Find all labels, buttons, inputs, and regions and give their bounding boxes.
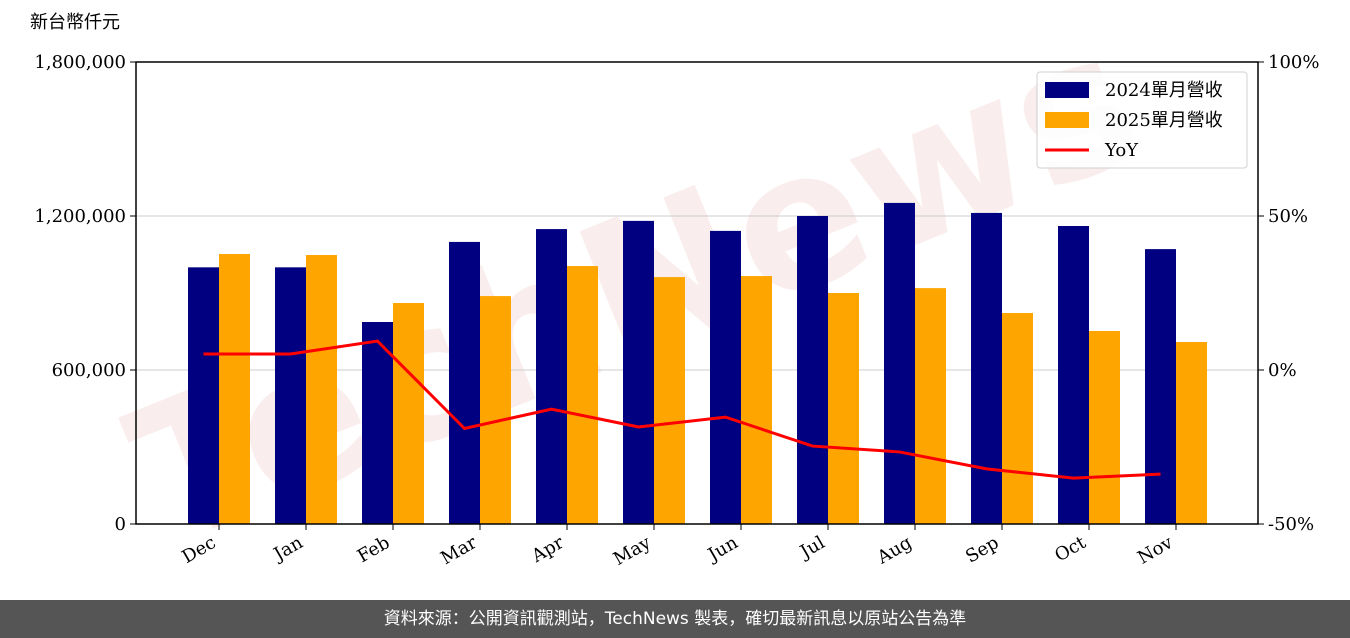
legend-label: 2025單月營收 — [1105, 110, 1223, 131]
x-tick-label: Aug — [873, 532, 916, 569]
y-tick-label: 0 — [115, 514, 126, 535]
legend-box — [1036, 71, 1248, 169]
bar — [915, 288, 946, 524]
y2-tick-label: -50% — [1268, 514, 1314, 535]
bar — [1089, 330, 1120, 524]
bar — [654, 277, 685, 524]
bar — [710, 230, 741, 525]
y2-tick-label: 0% — [1268, 360, 1297, 381]
bar — [536, 229, 567, 524]
bar — [393, 303, 424, 524]
bar — [884, 202, 915, 524]
legend-label: YoY — [1104, 140, 1139, 161]
bar — [797, 216, 828, 524]
bar — [567, 266, 598, 524]
chart: 新台幣仟元 TechNews0600,0001,200,0001,800,000… — [30, 0, 1319, 588]
x-tick-label: Jun — [703, 532, 742, 567]
x-tick-label: Nov — [1134, 532, 1177, 569]
bar — [480, 296, 511, 524]
y-tick-label: 600,000 — [52, 360, 126, 381]
y2-tick-label: 100% — [1268, 52, 1319, 73]
bar — [362, 322, 393, 524]
bar — [275, 267, 306, 524]
x-tick-label: Apr — [527, 532, 567, 567]
bar — [1145, 249, 1176, 525]
legend-swatch — [1045, 82, 1089, 98]
x-tick-label: Sep — [962, 532, 1002, 567]
y-tick-label: 1,200,000 — [34, 206, 126, 227]
line — [203, 339, 1161, 480]
x-tick-label: May — [610, 532, 655, 570]
bar — [219, 253, 250, 524]
legend-swatch — [1045, 112, 1089, 128]
x-tick-label: Mar — [437, 532, 481, 569]
bar — [306, 255, 337, 524]
legend-label: 2024單月營收 — [1105, 80, 1223, 101]
plot-frame — [135, 61, 1259, 525]
x-tick-label: Jul — [795, 532, 829, 564]
bar — [971, 212, 1002, 525]
y2-tick-label: 50% — [1268, 206, 1308, 227]
x-tick-label: Oct — [1051, 532, 1090, 567]
bar — [828, 293, 859, 524]
footer: 資料來源：公開資訊觀測站，TechNews 製表，確切最新訊息以原站公告為準 — [0, 600, 1350, 638]
bar — [741, 276, 772, 524]
bar — [188, 267, 219, 524]
unit-label: 新台幣仟元 — [30, 12, 120, 33]
bar — [623, 220, 654, 525]
x-tick-label: Feb — [354, 532, 394, 567]
bar — [1176, 342, 1207, 524]
bar — [449, 241, 480, 524]
bar — [1002, 313, 1033, 524]
bar — [1058, 226, 1089, 524]
y-tick-label: 1,800,000 — [34, 52, 126, 73]
